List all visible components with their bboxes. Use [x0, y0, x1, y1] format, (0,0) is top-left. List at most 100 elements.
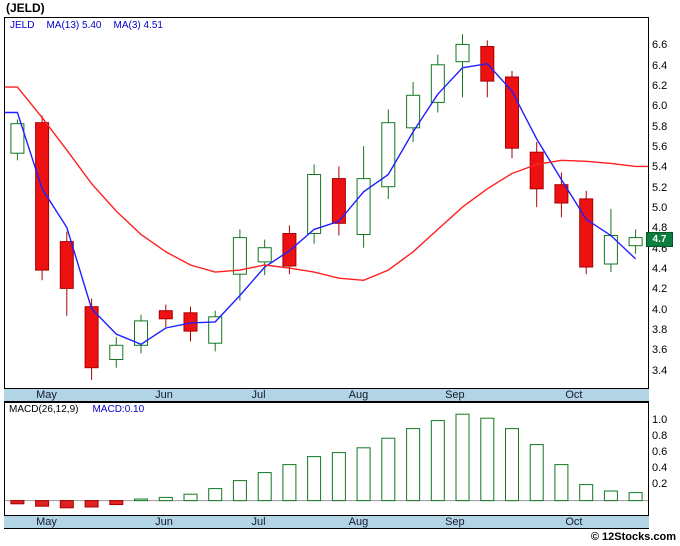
month-label: Sep	[445, 516, 465, 528]
macd-bar	[35, 500, 50, 507]
price-axis-label: 3.6	[652, 344, 668, 357]
macd-axis-label: 0.6	[652, 445, 668, 458]
month-label: Sep	[445, 389, 465, 401]
macd-bar	[307, 456, 322, 502]
price-axis-label: 3.4	[652, 364, 668, 377]
price-chart-panel: JELD MA(13) 5.40 MA(3) 4.51	[4, 17, 649, 389]
month-label: Aug	[348, 389, 369, 401]
macd-bar	[430, 420, 445, 502]
macd-bar	[356, 447, 371, 502]
month-label: Oct	[565, 516, 583, 528]
price-axis-label: 6.4	[652, 59, 668, 72]
month-label: May	[36, 389, 57, 401]
candle-body	[579, 198, 594, 268]
price-axis-label: 3.8	[652, 324, 668, 337]
price-axis-label: 6.2	[652, 80, 668, 93]
candle-body	[257, 247, 272, 263]
macd-bar	[84, 500, 99, 508]
candle-body	[356, 178, 371, 236]
candle-body	[183, 312, 198, 332]
footer-credit[interactable]: © 12Stocks.com	[590, 531, 676, 543]
macd-bar	[480, 417, 495, 502]
price-axis-label: 5.0	[652, 202, 668, 215]
price-axis-label: 5.8	[652, 120, 668, 133]
candle-body	[10, 123, 25, 154]
price-axis-label: 5.4	[652, 161, 668, 174]
candlestick-chart	[5, 34, 648, 380]
macd-histogram	[5, 413, 648, 509]
macd-value: MACD:0.10	[92, 404, 145, 415]
month-axis-main: May Jun Jul Aug Sep Oct	[4, 389, 649, 402]
macd-bar	[10, 500, 25, 505]
macd-axis-label: 0.8	[652, 429, 668, 442]
candle-body	[158, 310, 173, 320]
ma13-line	[5, 86, 648, 282]
price-axis-label: 5.6	[652, 141, 668, 154]
macd-bar	[529, 444, 544, 502]
price-axis-label: 4.4	[652, 263, 668, 276]
month-label: Jul	[251, 389, 266, 401]
candle-body	[430, 64, 445, 103]
macd-axis-label: 1.0	[652, 413, 668, 426]
candle-body	[84, 306, 99, 369]
macd-title: MACD(26,12,9)	[9, 404, 79, 415]
candle-body	[505, 76, 519, 149]
candle-body	[381, 122, 396, 188]
price-axis-label: 5.2	[652, 181, 668, 194]
macd-bar	[579, 484, 594, 502]
month-label: Jun	[155, 516, 173, 528]
macd-bar	[59, 500, 74, 509]
month-axis-macd: May Jun Jul Aug Sep Oct	[4, 516, 649, 529]
macd-bar	[455, 413, 470, 502]
price-axis-label: 6.6	[652, 39, 668, 52]
legend-ma3: MA(3) 4.51	[113, 20, 163, 31]
candle-body	[282, 233, 297, 267]
candle-body	[455, 43, 470, 63]
macd-bar	[505, 428, 519, 502]
legend-ma13: MA(13) 5.40	[46, 20, 102, 31]
macd-bar	[183, 493, 198, 502]
month-label: Aug	[348, 516, 369, 528]
candle-body	[232, 237, 247, 275]
macd-bar	[603, 490, 618, 502]
macd-bar	[282, 464, 297, 502]
month-label: Jul	[251, 516, 266, 528]
price-axis-label: 4.0	[652, 303, 668, 316]
month-label: May	[36, 516, 57, 528]
candle-body	[109, 344, 124, 360]
price-axis-label: 4.2	[652, 283, 668, 296]
month-label: Jun	[155, 389, 173, 401]
candle-body	[331, 178, 346, 224]
candle-body	[59, 241, 74, 289]
macd-bar	[331, 452, 346, 502]
candle-body	[628, 237, 643, 247]
macd-bar	[232, 480, 247, 502]
macd-bar	[554, 464, 569, 502]
chart-legend: JELD MA(13) 5.40 MA(3) 4.51	[10, 20, 175, 31]
macd-bar	[381, 437, 396, 502]
month-label: Oct	[565, 389, 583, 401]
ma3-line	[5, 62, 637, 346]
candle-body	[529, 151, 544, 190]
last-price-badge: 4.7	[646, 231, 673, 247]
candle-body	[208, 316, 223, 344]
macd-bar	[406, 428, 421, 502]
macd-axis-label: 0.2	[652, 477, 668, 490]
candle-body	[554, 184, 569, 204]
macd-panel: MACD(26,12,9) MACD:0.10	[4, 402, 649, 516]
price-axis-label: 6.0	[652, 100, 668, 113]
macd-bar	[208, 488, 223, 502]
legend-symbol: JELD	[10, 20, 35, 31]
page-title: (JELD)	[6, 1, 45, 15]
candle-body	[406, 94, 421, 129]
macd-legend: MACD(26,12,9) MACD:0.10	[9, 404, 144, 415]
macd-bar	[257, 472, 272, 502]
macd-bar	[628, 492, 643, 502]
candle-body	[35, 122, 50, 271]
macd-bar	[158, 496, 173, 502]
macd-bar	[134, 498, 148, 502]
macd-axis-label: 0.4	[652, 461, 668, 474]
macd-bar	[109, 500, 124, 506]
candle-body	[307, 174, 322, 234]
candle-body	[134, 320, 148, 346]
